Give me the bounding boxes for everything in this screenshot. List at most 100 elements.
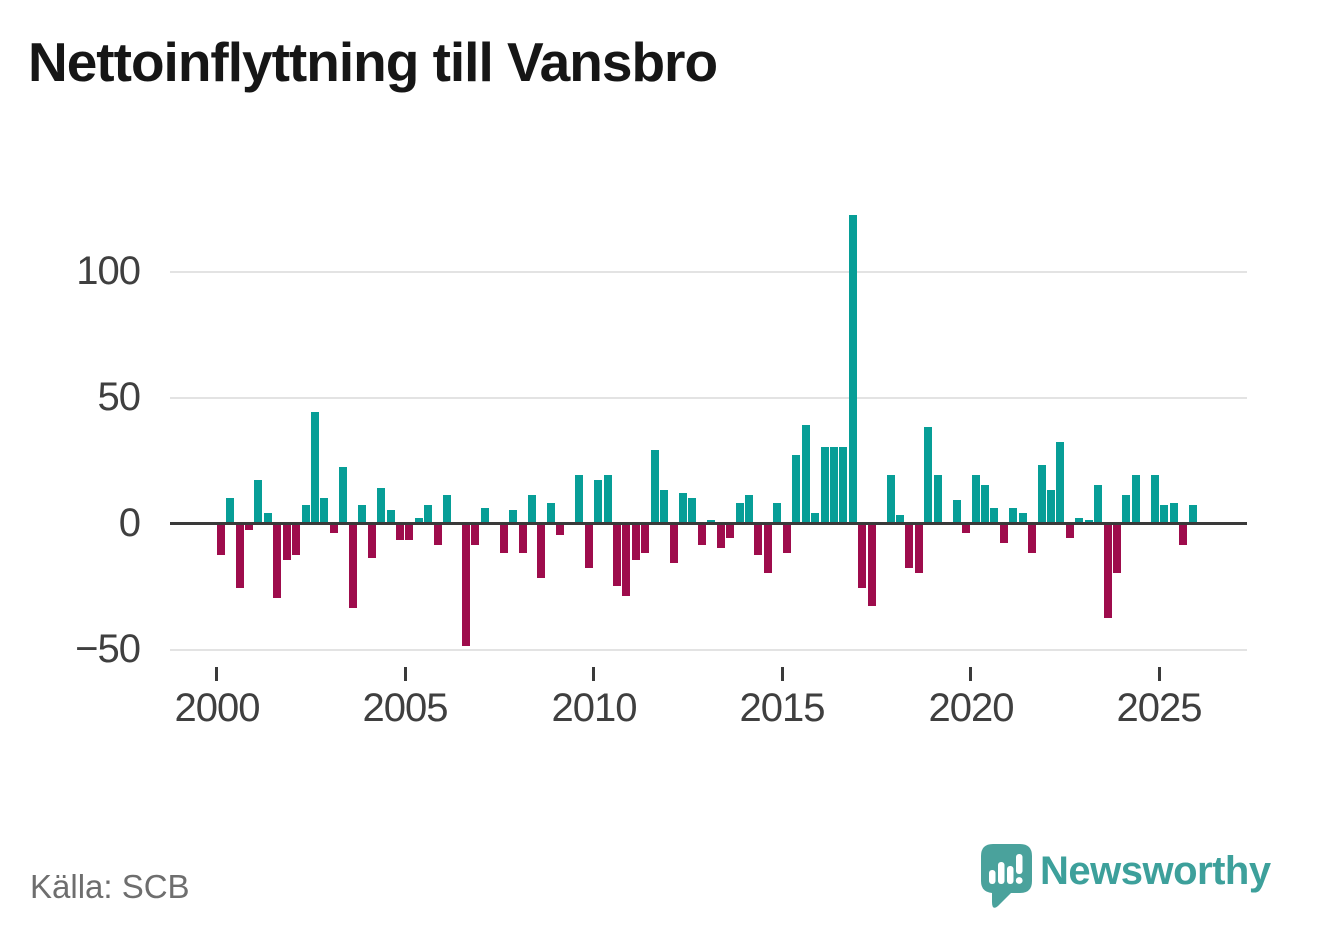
bar-2010Q4 [622,525,630,596]
bar-2025Q2 [1170,503,1178,523]
bar-2005Q2 [415,518,423,523]
x-axis-label-2000: 2000 [174,686,261,730]
bar-2013Q2 [717,525,725,548]
bar-2007Q1 [481,508,489,523]
bar-2004Q2 [377,488,385,523]
y-axis-label--50: −50 [75,627,141,671]
bar-2011Q2 [641,525,649,553]
bar-2017Q1 [858,525,866,588]
bar-2017Q2 [868,525,876,606]
bar-2021Q2 [1019,513,1027,523]
bar-2001Q2 [264,513,272,523]
bar-2021Q3 [1028,525,1036,553]
bar-2011Q3 [651,450,659,523]
y-axis-label-50: 50 [97,375,142,419]
bar-2007Q3 [500,525,508,553]
bar-2010Q2 [604,475,612,523]
bar-2002Q2 [302,505,310,523]
bar-2000Q4 [245,525,253,530]
bar-2000Q3 [236,525,244,588]
bar-2013Q4 [736,503,744,523]
x-axis-tick-2015 [781,667,784,681]
bar-2020Q1 [972,475,980,523]
source-label: Källa: SCB [30,868,190,905]
x-axis-label-2015: 2015 [739,686,826,730]
bar-2019Q3 [953,500,961,523]
bar-2023Q4 [1113,525,1121,573]
bar-2009Q4 [585,525,593,568]
bar-2003Q4 [358,505,366,523]
bar-2024Q2 [1132,475,1140,523]
bar-2022Q3 [1066,525,1074,538]
bar-2016Q2 [830,447,838,523]
bar-2002Q1 [292,525,300,555]
x-axis-label-2010: 2010 [551,686,638,730]
gridline-y-100 [170,271,1247,273]
bar-2024Q1 [1122,495,1130,523]
bar-2012Q1 [670,525,678,563]
bar-2011Q4 [660,490,668,523]
bar-2000Q1 [217,525,225,555]
newsworthy-logo: Newsworthy [981,844,1301,914]
bar-2012Q4 [698,525,706,545]
newsworthy-logo-icon [981,844,1032,908]
bar-2021Q1 [1009,508,1017,523]
bar-2022Q1 [1047,490,1055,523]
bar-2001Q4 [283,525,291,560]
bar-2008Q3 [537,525,545,578]
bar-2023Q1 [1085,520,1093,523]
bar-2011Q1 [632,525,640,560]
x-axis-label-2025: 2025 [1116,686,1203,730]
x-axis-tick-2005 [404,667,407,681]
bar-2014Q1 [745,495,753,523]
bar-2023Q2 [1094,485,1102,523]
bar-2015Q4 [811,513,819,523]
bar-2009Q3 [575,475,583,523]
gridline-y-50 [170,397,1247,399]
bar-2005Q1 [405,525,413,540]
gridline-y--50 [170,649,1247,651]
bar-2020Q2 [981,485,989,523]
bar-2014Q3 [764,525,772,573]
bar-2020Q3 [990,508,998,523]
bar-2005Q3 [424,505,432,523]
bar-2000Q2 [226,498,234,523]
x-axis-tick-2025 [1158,667,1161,681]
x-axis-tick-2020 [969,667,972,681]
bar-2009Q1 [556,525,564,535]
bar-2018Q1 [896,515,904,523]
bar-2017Q4 [887,475,895,523]
bar-2003Q3 [349,525,357,608]
y-axis-label-0: 0 [118,501,141,545]
bar-2019Q4 [962,525,970,533]
bar-2006Q3 [462,525,470,646]
x-axis-label-2005: 2005 [362,686,449,730]
bar-2003Q2 [339,467,347,523]
x-axis-label-2020: 2020 [928,686,1015,730]
bar-2022Q2 [1056,442,1064,523]
bar-2020Q4 [1000,525,1008,543]
bar-2008Q2 [528,495,536,523]
y-axis-label-100: 100 [76,249,141,293]
bar-2013Q1 [707,520,715,523]
bar-2015Q2 [792,455,800,523]
bar-2004Q4 [396,525,404,540]
bar-2010Q3 [613,525,621,586]
bar-2025Q4 [1189,505,1197,523]
x-axis-tick-2000 [215,667,218,681]
bar-2025Q3 [1179,525,1187,545]
bar-2013Q3 [726,525,734,538]
bar-2016Q4 [849,215,857,523]
bar-2008Q4 [547,503,555,523]
bar-2003Q1 [330,525,338,533]
bar-2015Q1 [783,525,791,553]
bar-2018Q4 [924,427,932,523]
bar-2012Q2 [679,493,687,523]
bar-2002Q3 [311,412,319,523]
bar-2016Q3 [839,447,847,523]
bar-2019Q1 [934,475,942,523]
chart-title: Nettoinflyttning till Vansbro [28,31,718,93]
bar-2025Q1 [1160,505,1168,523]
